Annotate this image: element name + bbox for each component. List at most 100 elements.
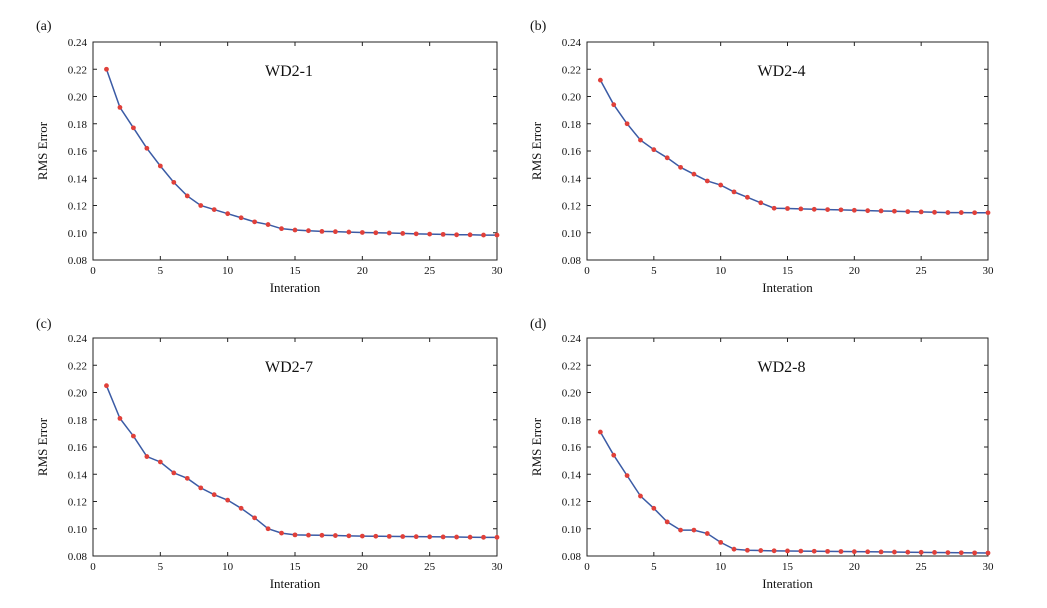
data-point (851, 207, 857, 213)
y-tick-label: 0.08 (562, 551, 582, 563)
panel-label: (c) (36, 317, 52, 332)
data-point (481, 232, 486, 238)
y-axis-label: RMS Error (35, 121, 50, 180)
data-point (104, 383, 109, 389)
data-point (238, 505, 244, 511)
data-point (494, 534, 500, 540)
y-tick-label: 0.22 (562, 360, 581, 372)
x-tick-label: 30 (492, 561, 504, 573)
data-point (758, 200, 764, 206)
data-point (611, 452, 617, 458)
data-point (265, 222, 271, 227)
data-point (651, 505, 657, 511)
series-line (105, 385, 497, 539)
y-tick-label: 0.18 (562, 119, 582, 131)
y-tick-label: 0.20 (68, 92, 88, 104)
x-tick-label: 15 (782, 561, 794, 573)
x-tick-label: 5 (158, 561, 164, 573)
data-point (117, 415, 123, 421)
data-point (373, 533, 379, 539)
y-tick-label: 0.08 (68, 255, 88, 267)
data-point (252, 219, 257, 225)
data-point (279, 530, 284, 536)
data-point (144, 145, 150, 151)
x-tick-label: 30 (983, 561, 995, 573)
data-point (718, 182, 724, 188)
data-point (319, 532, 325, 538)
data-point (494, 232, 500, 238)
x-tick-label: 5 (158, 265, 164, 277)
x-tick-label: 10 (222, 265, 234, 277)
data-point (972, 210, 978, 216)
chart-title: WD2-7 (265, 359, 313, 376)
x-tick-label: 15 (782, 265, 794, 277)
y-tick-label: 0.24 (68, 37, 88, 49)
data-point (905, 209, 911, 215)
data-point (771, 205, 777, 211)
data-point (225, 211, 231, 217)
y-axis-label: RMS Error (529, 121, 544, 180)
data-point (771, 548, 777, 554)
data-point (198, 485, 204, 491)
data-point (225, 497, 231, 503)
data-point (905, 549, 911, 555)
data-point (346, 229, 352, 235)
data-point (131, 433, 136, 439)
data-point (958, 210, 964, 215)
data-point (171, 470, 177, 476)
data-point (865, 549, 871, 555)
y-tick-label: 0.24 (562, 333, 582, 345)
data-point (745, 547, 750, 553)
y-tick-label: 0.20 (562, 92, 582, 104)
data-point (825, 548, 830, 554)
data-point (184, 475, 190, 481)
y-tick-label: 0.14 (68, 469, 88, 481)
data-point (306, 228, 311, 234)
data-point (918, 209, 924, 215)
chart-title: WD2-8 (758, 359, 806, 376)
y-tick-label: 0.22 (68, 64, 87, 76)
y-tick-label: 0.18 (68, 415, 88, 427)
y-tick-label: 0.22 (68, 360, 87, 372)
data-point (678, 527, 683, 533)
y-tick-label: 0.12 (562, 201, 581, 213)
data-point (704, 178, 710, 184)
y-tick-label: 0.16 (562, 146, 582, 158)
data-point (758, 548, 764, 553)
x-axis-label: Interation (270, 576, 321, 591)
x-tick-label: 30 (983, 265, 995, 277)
data-point (731, 546, 737, 552)
y-tick-label: 0.16 (562, 442, 582, 454)
data-point (745, 194, 750, 200)
x-tick-label: 10 (715, 265, 727, 277)
x-tick-label: 10 (715, 561, 727, 573)
data-point (932, 550, 937, 555)
y-tick-label: 0.10 (68, 228, 88, 240)
data-point (785, 206, 790, 211)
data-point (624, 121, 630, 127)
data-point (892, 549, 897, 555)
data-point (440, 534, 446, 540)
y-axis-label: RMS Error (529, 417, 544, 476)
y-tick-label: 0.16 (68, 442, 88, 454)
data-point (851, 549, 857, 555)
data-point (131, 125, 136, 131)
panel-label: (b) (530, 19, 547, 34)
data-point (945, 210, 951, 215)
x-tick-label: 30 (492, 265, 504, 277)
data-point (811, 206, 817, 212)
data-point (611, 102, 617, 108)
y-tick-label: 0.18 (562, 415, 582, 427)
data-point (427, 231, 433, 237)
data-point (798, 206, 804, 212)
chart-title: WD2-1 (265, 63, 313, 80)
data-point (400, 231, 406, 236)
data-point (157, 459, 163, 465)
x-tick-label: 10 (222, 561, 234, 573)
data-point (427, 534, 433, 540)
y-tick-label: 0.14 (562, 469, 582, 481)
data-point (400, 534, 406, 539)
data-point (292, 532, 298, 538)
y-tick-label: 0.18 (68, 119, 88, 131)
data-point (481, 534, 486, 540)
